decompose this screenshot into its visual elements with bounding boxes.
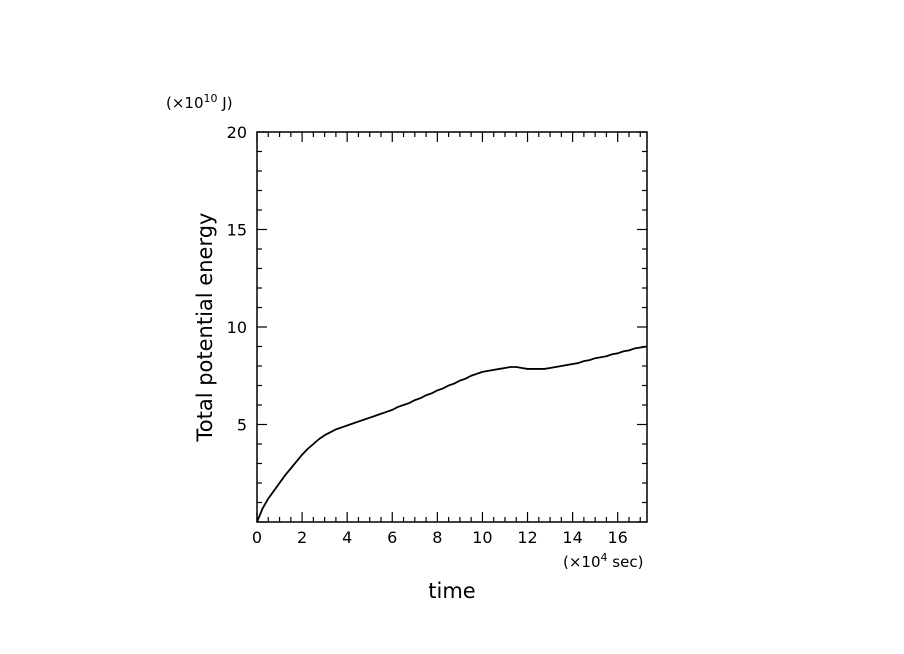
y-axis-label: Total potential energy	[193, 213, 217, 443]
y-unit-suffix: J)	[218, 94, 233, 112]
plot-frame	[256, 131, 648, 523]
x-tick-label: 12	[517, 528, 537, 547]
y-tick-label: 10	[227, 318, 247, 337]
x-tick-label: 6	[387, 528, 397, 547]
potential-energy-line	[256, 345, 648, 523]
x-tick-label: 14	[562, 528, 582, 547]
x-tick-label: 0	[252, 528, 262, 547]
x-tick-label: 2	[297, 528, 307, 547]
y-tick-label: 5	[237, 416, 247, 435]
y-unit-label: (×1010 J)	[166, 92, 233, 112]
x-unit-label: (×104 sec)	[563, 551, 643, 571]
x-tick-label: 16	[608, 528, 628, 547]
tick-labels: 0 2 4 6 8 10 12 14 16 5 10 15 20	[227, 123, 628, 547]
axis-ticks	[256, 131, 647, 523]
x-axis-label: time	[428, 579, 475, 603]
x-unit-exponent: 4	[601, 551, 608, 564]
y-unit-prefix: (×10	[166, 94, 204, 112]
x-unit-prefix: (×10	[563, 553, 601, 571]
x-tick-label: 10	[472, 528, 492, 547]
svg-text:(×1010 J): (×1010 J)	[166, 92, 233, 112]
y-unit-exponent: 10	[204, 92, 218, 105]
y-tick-label: 15	[227, 221, 247, 240]
series-group	[256, 345, 648, 523]
x-tick-label: 8	[432, 528, 442, 547]
svg-text:(×104 sec): (×104 sec)	[563, 551, 643, 571]
y-tick-label: 20	[227, 123, 247, 142]
x-unit-suffix: sec)	[608, 553, 644, 571]
x-tick-label: 4	[342, 528, 352, 547]
